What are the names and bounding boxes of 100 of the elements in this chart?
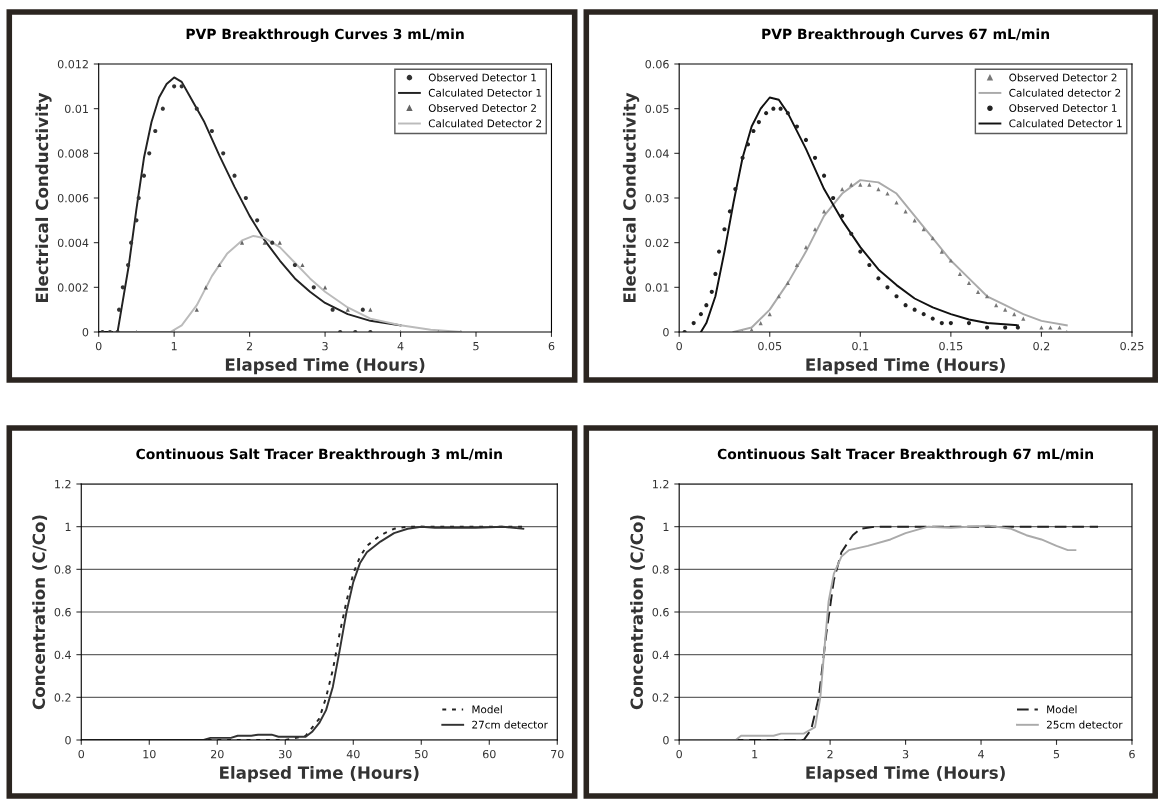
point [338,329,343,332]
point [194,106,199,111]
x-tick-label: 10 [143,749,156,759]
x-tick-label: 0 [95,341,102,351]
y-tick-label: 0.012 [57,59,88,69]
point [709,289,714,294]
y-tick-label: 0.01 [64,104,88,114]
legend-label: Observed Detector 2 [428,103,536,113]
chart-title: Continuous Salt Tracer Breakthrough 3 mL/min [136,448,502,462]
x-tick-label: 1 [752,750,758,759]
x-tick-label: 6 [548,341,555,351]
y-tick-label: 0 [82,327,89,337]
point [858,249,863,254]
x-tick-label: 3 [322,341,328,351]
legend-label: Model [1047,705,1077,714]
x-tick-label: 40 [346,749,360,759]
legend-label: Calculated Detector 1 [1009,119,1122,128]
point [115,329,120,332]
legend-label: Observed Detector 2 [1009,73,1117,82]
point [849,231,854,236]
point [120,285,125,290]
y-tick-label: 0.01 [645,283,669,292]
y-tick-label: 0.2 [652,693,669,702]
point [136,195,141,201]
y-tick-label: 0.6 [54,607,71,617]
x-tick-label: 0.15 [939,341,963,351]
y-tick-label: 1.2 [55,479,71,489]
point [153,128,158,134]
point [749,327,754,332]
x-tick-label: 0 [676,749,682,759]
point [948,258,953,263]
point [160,106,165,111]
point [141,173,147,178]
point [100,329,105,332]
x-tick-label: 4 [397,342,404,351]
x-tick-label: 2 [827,749,833,759]
y-tick-label: 0.03 [645,193,669,203]
point [903,303,908,308]
point [803,137,809,143]
y-tick-label: 0.004 [57,238,89,248]
point [831,195,836,201]
y-tick-label: 0.008 [57,149,89,158]
x-tick-label: 0.05 [758,341,782,351]
x-tick-label: 6 [1129,749,1135,759]
point [368,329,373,332]
y-tick-label: 0.4 [54,650,71,660]
point [756,119,761,125]
chart-title: Continuous Salt Tracer Breakthrough 67 mL/min [717,448,1094,462]
y-axis-title: Electrical Conductivity [35,92,52,303]
point [255,218,260,223]
x-tick-label: 50 [415,749,428,759]
chart-title: PVP Breakthrough Curves 67 mL/min [762,28,1050,42]
point [713,271,718,277]
point [867,262,872,268]
y-tick-label: 0.6 [652,607,669,617]
point [840,213,845,218]
point [1003,325,1008,330]
point [311,285,316,290]
point [360,307,365,312]
x-tick-label: 0.25 [1120,341,1144,351]
y-tick-label: 0.8 [652,565,669,574]
point [116,307,122,312]
y-tick-label: 0.006 [57,193,89,203]
point [134,218,139,223]
point [948,320,953,326]
point [966,320,972,326]
point [368,307,373,312]
point [722,227,727,232]
point [353,329,358,332]
point [1003,307,1008,312]
point [821,173,827,178]
point [1048,325,1053,330]
y-tick-label: 0.04 [645,149,669,158]
point [691,320,696,326]
point [794,124,799,129]
point [126,262,131,268]
point [771,106,776,111]
point [849,182,854,187]
y-axis-title: Electrical Conductivity [622,92,640,303]
x-tick-label: 0 [676,341,682,351]
point [812,155,818,160]
point [698,312,703,317]
point [1057,325,1062,330]
point [745,142,751,147]
point [894,200,899,205]
x-tick-label: 0.1 [852,341,869,351]
legend-label: Calculated Detector 2 [428,119,542,128]
x-axis-title: Elapsed Time (Hours) [220,766,419,783]
x-tick-label: 0.2 [1033,341,1050,351]
x-tick-label: 2 [246,341,253,351]
point [858,182,863,187]
y-axis-title: Concentration (C/Co) [630,515,645,710]
point [221,151,226,156]
chart-title: PVP Breakthrough Curves 3 mL/min [186,28,464,42]
point [345,307,350,312]
y-tick-label: 1.2 [653,479,669,489]
point [172,84,177,89]
y-tick-label: 0.4 [652,650,669,660]
y-tick-label: 0 [663,735,669,745]
point [921,312,926,317]
